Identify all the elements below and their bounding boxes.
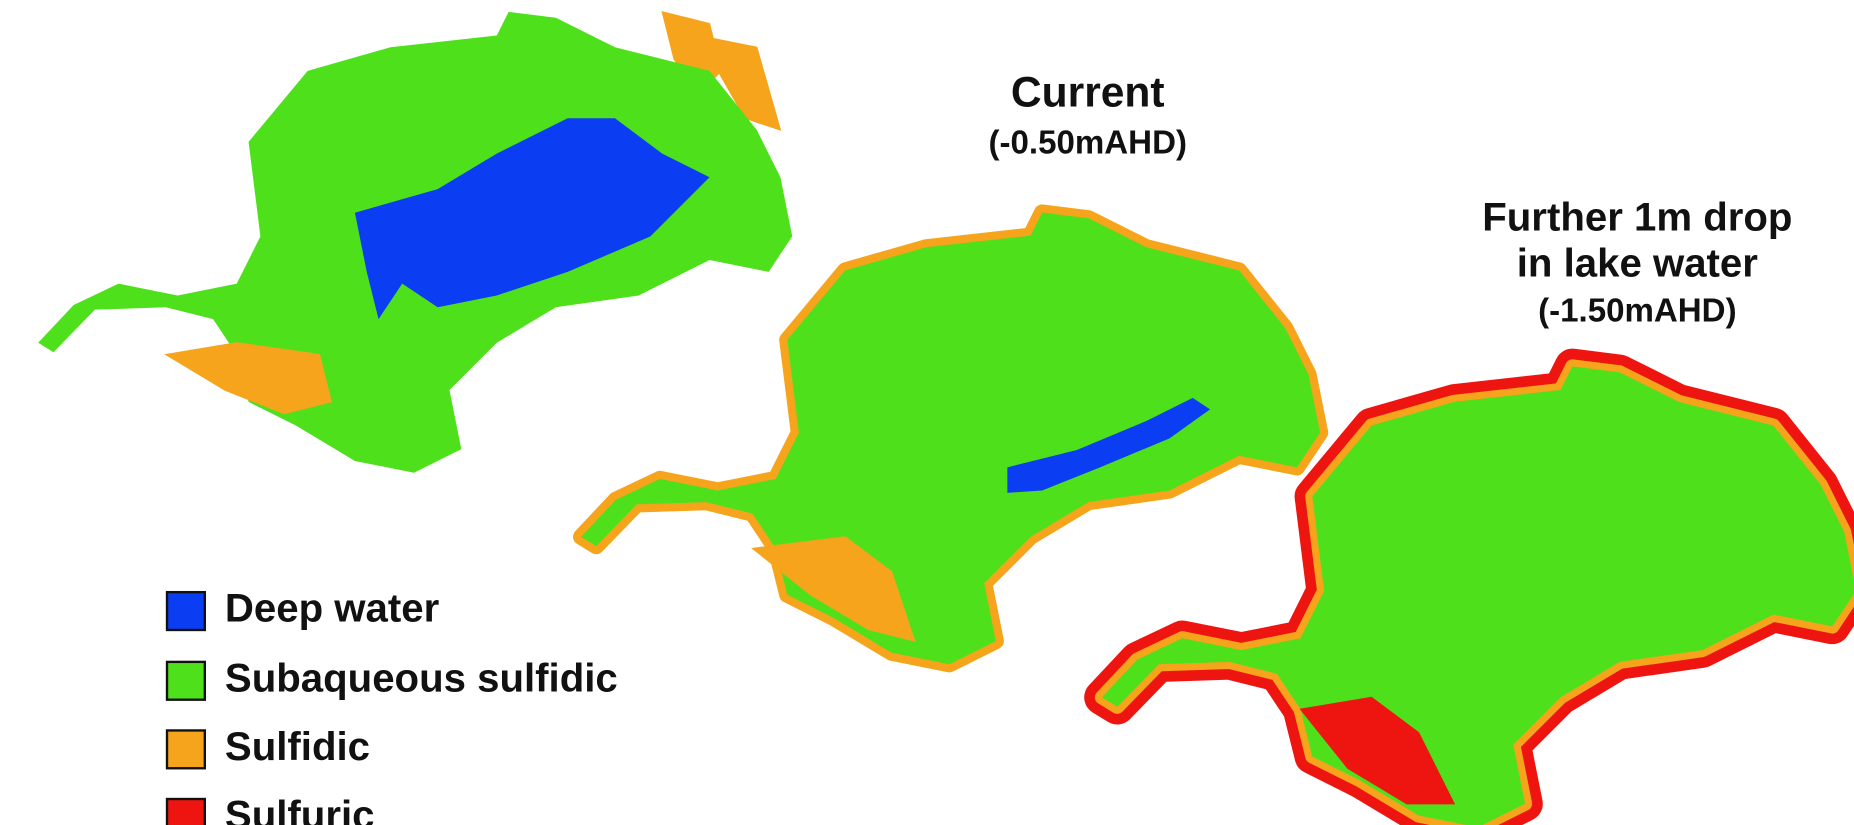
map-figure: Current (-0.50mAHD) Further 1m drop in l…	[0, 0, 1854, 825]
subheading: (-1.50mAHD)	[1538, 292, 1737, 329]
subheading: (-0.50mAHD)	[988, 125, 1187, 162]
legend-label: Subaqueous sulfidic	[225, 655, 618, 700]
legend-swatch	[167, 730, 205, 768]
legend-label: Sulfidic	[225, 724, 370, 769]
legend-swatch	[167, 592, 205, 630]
legend: Deep water Subaqueous sulfidic Sulfidic Sul…	[167, 586, 618, 825]
map-current	[581, 213, 1320, 665]
sulfidic-area	[166, 343, 331, 414]
map-baseline	[38, 12, 792, 473]
subaqueous-area	[581, 213, 1320, 665]
heading: in lake water	[1517, 241, 1759, 286]
body: Current (-0.50mAHD) Further 1m drop in l…	[0, 0, 1854, 825]
legend-label: Sulfuric	[225, 793, 375, 825]
heading: Current	[1011, 68, 1165, 116]
page: Lake acid sulfate soil map {"labels": { …	[0, 0, 1854, 825]
heading: Further 1m drop	[1482, 194, 1792, 239]
legend-swatch	[167, 662, 205, 700]
legend-swatch	[167, 799, 205, 825]
legend-label: Deep water	[225, 586, 440, 631]
